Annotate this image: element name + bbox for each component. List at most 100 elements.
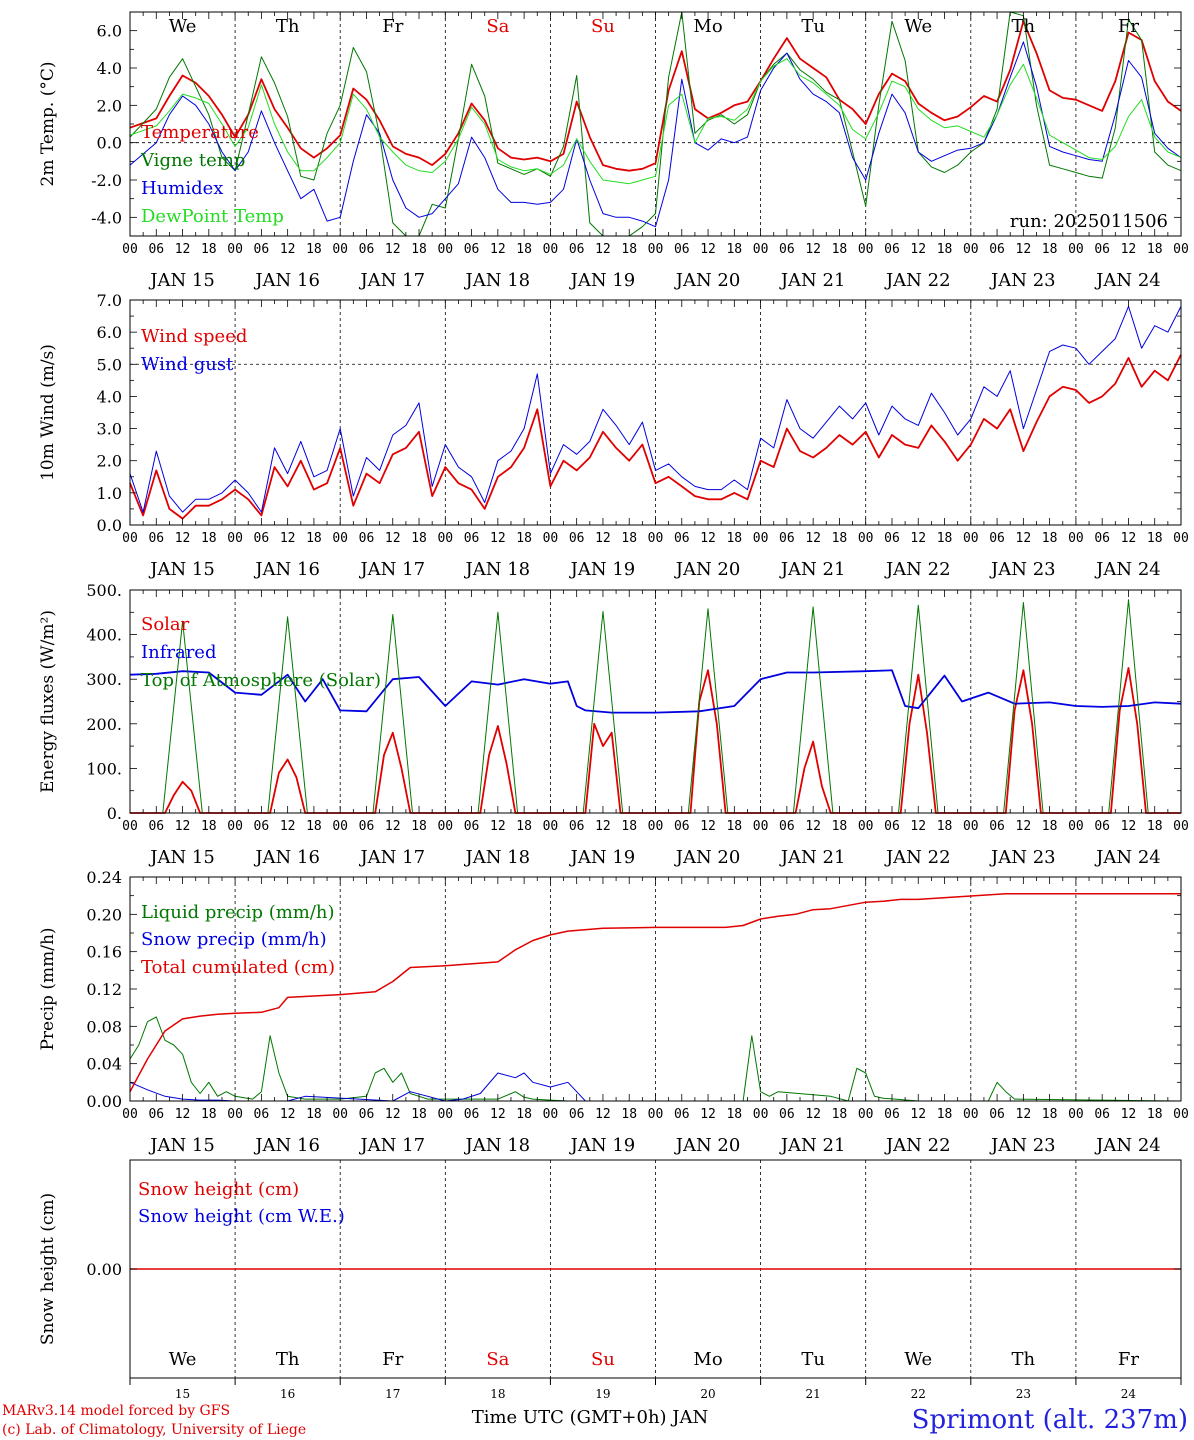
weekday-label: Sa: [486, 1349, 509, 1370]
series-line-temp-1: [129, 11, 1182, 237]
y-tick-label: 0.08: [86, 1017, 122, 1036]
hour-tick-label: 18: [516, 242, 532, 257]
day-date-label: JAN 23: [989, 559, 1056, 580]
day-date-label: JAN 16: [253, 847, 320, 868]
hour-tick-label: 06: [779, 531, 795, 546]
hour-tick-label: 00: [1173, 819, 1189, 834]
hour-tick-label: 12: [175, 819, 191, 834]
hour-tick-label: 00: [1068, 819, 1084, 834]
day-date-label: JAN 17: [358, 270, 425, 291]
hour-tick-label: 06: [884, 819, 900, 834]
legend-entry: Vigne temp: [140, 150, 245, 171]
weekday-label: Su: [591, 1349, 615, 1370]
day-date-label: JAN 19: [569, 270, 636, 291]
hour-tick-label: 12: [175, 531, 191, 546]
hour-tick-label: 06: [674, 242, 690, 257]
weekday-label: We: [904, 1349, 932, 1370]
hour-tick-label: 00: [332, 242, 348, 257]
hour-tick-label: 06: [674, 1107, 690, 1122]
hour-tick-label: 12: [700, 1107, 716, 1122]
y-tick-label: 100.: [86, 759, 122, 778]
weekday-label: Fr: [1118, 16, 1139, 37]
bottom-day-number: 16: [280, 1387, 295, 1401]
hour-tick-label: 12: [1016, 819, 1032, 834]
hour-tick-label: 12: [1016, 242, 1032, 257]
hour-tick-label: 06: [148, 242, 164, 257]
day-date-label: JAN 17: [358, 847, 425, 868]
hour-tick-label: 00: [1068, 242, 1084, 257]
hour-tick-label: 12: [805, 1107, 821, 1122]
day-date-label: JAN 18: [464, 270, 531, 291]
hour-tick-label: 12: [280, 242, 296, 257]
weekday-label: Fr: [1118, 1349, 1139, 1370]
hour-tick-label: 18: [1042, 242, 1058, 257]
hour-tick-label: 00: [122, 1107, 138, 1122]
day-date-label: JAN 24: [1094, 1135, 1161, 1156]
hour-tick-label: 00: [753, 242, 769, 257]
hour-tick-label: 06: [989, 242, 1005, 257]
day-date-label: JAN 15: [148, 270, 215, 291]
legend-entry: Top of Atmosphere (Solar): [141, 670, 381, 691]
day-date-label: JAN 21: [779, 270, 846, 291]
hour-tick-label: 06: [254, 1107, 270, 1122]
hour-tick-label: 00: [858, 819, 874, 834]
y-axis-label: 10m Wind (m/s): [38, 344, 58, 481]
hour-tick-label: 12: [700, 242, 716, 257]
day-date-label: JAN 21: [779, 847, 846, 868]
hour-tick-label: 00: [543, 242, 559, 257]
legend-entry: Total cumulated (cm): [141, 957, 335, 978]
hour-tick-label: 06: [359, 1107, 375, 1122]
hour-tick-label: 18: [832, 531, 848, 546]
y-tick-label: -2.0: [91, 171, 122, 190]
hour-tick-label: 18: [1042, 531, 1058, 546]
weekday-label: Tu: [801, 16, 825, 37]
series-line-temp-0: [129, 20, 1182, 172]
hour-tick-label: 18: [411, 1107, 427, 1122]
hour-tick-label: 00: [1068, 1107, 1084, 1122]
weekday-label: Sa: [486, 16, 509, 37]
day-date-label: JAN 20: [674, 1135, 741, 1156]
bottom-day-number: 21: [806, 1387, 821, 1401]
hour-tick-label: 18: [621, 242, 637, 257]
day-date-label: JAN 22: [884, 847, 951, 868]
day-date-label: JAN 15: [148, 559, 215, 580]
hour-tick-label: 00: [543, 531, 559, 546]
weekday-label: Th: [1012, 1349, 1036, 1370]
bottom-day-number: 18: [490, 1387, 505, 1401]
hour-tick-label: 18: [726, 1107, 742, 1122]
hour-tick-label: 12: [385, 819, 401, 834]
weekday-label: Th: [1012, 16, 1036, 37]
y-tick-label: 1.0: [97, 484, 122, 503]
hour-tick-label: 12: [595, 531, 611, 546]
legend-entry: Snow precip (mm/h): [141, 929, 327, 950]
series-line-temp-3: [129, 58, 1182, 185]
hour-tick-label: 06: [1094, 1107, 1110, 1122]
y-tick-label: 0.00: [86, 1260, 122, 1279]
hour-tick-label: 12: [805, 242, 821, 257]
hour-tick-label: 18: [832, 242, 848, 257]
hour-tick-label: 12: [1121, 819, 1137, 834]
hour-tick-label: 00: [1173, 242, 1189, 257]
hour-tick-label: 12: [910, 819, 926, 834]
hour-tick-label: 12: [595, 1107, 611, 1122]
hour-tick-label: 18: [726, 531, 742, 546]
hour-tick-label: 18: [201, 531, 217, 546]
y-axis-label: Energy fluxes (W/m²): [38, 610, 58, 793]
hour-tick-label: 00: [227, 1107, 243, 1122]
hour-tick-label: 12: [490, 531, 506, 546]
hour-tick-label: 12: [490, 819, 506, 834]
hour-tick-label: 18: [726, 819, 742, 834]
hour-tick-label: 06: [359, 242, 375, 257]
hour-tick-label: 00: [227, 531, 243, 546]
panel-energy: 00 06 12 18 00 06 12 18 00 06 12 18 00 06 12 18 00 06 12 18…: [38, 581, 1189, 868]
series-line-wind-0: [129, 354, 1182, 520]
hour-tick-label: 00: [1173, 531, 1189, 546]
y-tick-label: 0.: [107, 804, 122, 823]
hour-tick-label: 00: [753, 1107, 769, 1122]
hour-tick-label: 00: [437, 531, 453, 546]
legend-entry: Temperature: [141, 122, 259, 143]
weekday-label: Th: [276, 16, 300, 37]
hour-tick-label: 18: [306, 531, 322, 546]
hour-tick-label: 18: [201, 242, 217, 257]
legend-entry: DewPoint Temp: [141, 206, 284, 227]
